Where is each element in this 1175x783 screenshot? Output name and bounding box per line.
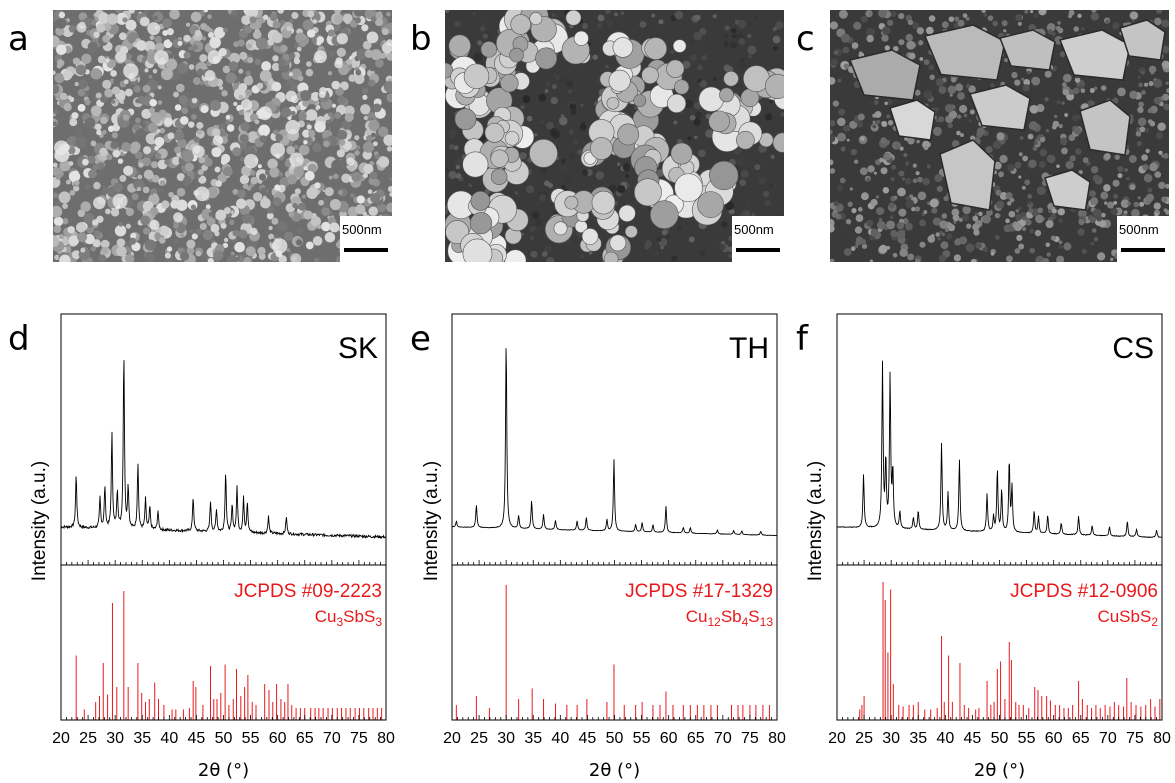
x-tick-label: 80 — [768, 730, 786, 747]
sem-texture-b — [445, 10, 784, 262]
reference-card-label: JCPDS #12-0906 — [1010, 581, 1158, 602]
x-tick-label: 65 — [1072, 730, 1090, 747]
x-tick-label: 50 — [991, 730, 1009, 747]
scale-bar-b: 500nm — [732, 216, 784, 262]
x-tick-label: 25 — [79, 730, 97, 747]
x-tick-label: 40 — [160, 730, 178, 747]
x-tick-label: 45 — [964, 730, 982, 747]
y-axis-label-e: Intensity (a.u.) — [421, 460, 442, 582]
x-tick-label: 25 — [470, 730, 488, 747]
xrd-chart-sk: 20 25 30 35 40 45 50 55 60 65 70 75 80 2θ (°) SK JCPDS … — [52, 313, 395, 781]
x-tick-label: 80 — [1153, 730, 1171, 747]
scale-bar-label-b: 500nm — [734, 222, 774, 237]
xrd-chart-cs: 20 25 30 35 40 45 50 55 60 65 70 75 80 2θ (°) CS JCPDS … — [828, 313, 1171, 781]
x-tick-label: 35 — [909, 730, 927, 747]
sample-title: CS — [1112, 332, 1154, 365]
x-tick-label: 70 — [323, 730, 341, 747]
x-tick-label: 45 — [188, 730, 206, 747]
panel-label-b: b — [410, 19, 432, 59]
x-tick-label: 75 — [1126, 730, 1144, 747]
x-tick-label: 60 — [269, 730, 287, 747]
y-axis-label-f: Intensity (a.u.) — [805, 460, 826, 582]
x-tick-label: 70 — [714, 730, 732, 747]
scale-bar-line-a — [344, 248, 388, 252]
x-tick-label: 35 — [524, 730, 542, 747]
x-tick-label: 55 — [633, 730, 651, 747]
reference-card-label: JCPDS #09-2223 — [234, 581, 382, 602]
panel-label-c: c — [796, 19, 815, 59]
x-axis-label: 2θ (°) — [589, 760, 640, 781]
x-tick-label: 60 — [1045, 730, 1063, 747]
x-tick-label: 30 — [882, 730, 900, 747]
x-tick-label: 45 — [579, 730, 597, 747]
sem-texture-c — [830, 10, 1169, 262]
scale-bar-a: 500nm — [340, 216, 392, 262]
sample-title: SK — [338, 332, 378, 365]
x-tick-label: 70 — [1099, 730, 1117, 747]
x-tick-label: 65 — [296, 730, 314, 747]
reference-formula: CuSbS2 — [1097, 607, 1158, 629]
x-tick-label: 55 — [242, 730, 260, 747]
x-tick-label: 50 — [215, 730, 233, 747]
x-axis-label: 2θ (°) — [198, 760, 249, 781]
panel-label-f: f — [796, 319, 808, 359]
sem-image-c: 500nm — [830, 10, 1169, 262]
x-tick-label: 50 — [606, 730, 624, 747]
reference-formula: Cu12Sb4S13 — [686, 607, 774, 629]
x-tick-label: 20 — [443, 730, 461, 747]
scale-bar-line-c — [1121, 248, 1165, 252]
x-axis-label: 2θ (°) — [974, 760, 1025, 781]
x-tick-label: 80 — [377, 730, 395, 747]
scale-bar-line-b — [736, 248, 780, 252]
x-tick-label: 30 — [497, 730, 515, 747]
sample-title: TH — [729, 332, 769, 365]
panel-label-a: a — [8, 19, 29, 59]
x-tick-label: 55 — [1018, 730, 1036, 747]
xrd-pattern-line — [451, 348, 778, 537]
x-tick-label: 20 — [828, 730, 846, 747]
panel-label-e: e — [410, 319, 431, 359]
scale-bar-label-c: 500nm — [1119, 222, 1159, 237]
x-tick-label: 35 — [133, 730, 151, 747]
scale-bar-c: 500nm — [1117, 216, 1169, 262]
reference-formula: Cu3SbS3 — [315, 607, 383, 629]
x-tick-label: 20 — [52, 730, 70, 747]
xrd-pattern-line — [836, 360, 1163, 539]
x-tick-label: 25 — [855, 730, 873, 747]
sem-image-b: 500nm — [445, 10, 784, 262]
panel-label-d: d — [8, 319, 30, 359]
xrd-pattern-line — [60, 360, 387, 540]
x-tick-label: 60 — [660, 730, 678, 747]
x-tick-label: 40 — [551, 730, 569, 747]
scale-bar-label-a: 500nm — [342, 222, 382, 237]
sem-image-a: 500nm — [53, 10, 392, 262]
x-tick-label: 75 — [741, 730, 759, 747]
x-tick-label: 65 — [687, 730, 705, 747]
x-tick-label: 75 — [350, 730, 368, 747]
xrd-chart-th: 20 25 30 35 40 45 50 55 60 65 70 75 80 2θ (°) TH JCPDS … — [443, 313, 786, 781]
x-tick-label: 40 — [936, 730, 954, 747]
reference-card-label: JCPDS #17-1329 — [625, 581, 773, 602]
x-tick-label: 30 — [106, 730, 124, 747]
y-axis-label-d: Intensity (a.u.) — [29, 460, 50, 582]
